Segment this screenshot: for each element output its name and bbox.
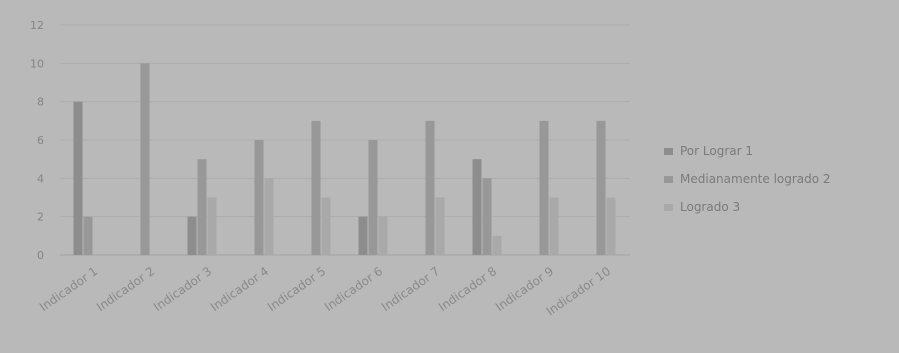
gridlines — [60, 24, 630, 256]
bar-2-10 — [596, 120, 606, 255]
y-tick-label: 4 — [37, 172, 44, 185]
y-tick-label: 12 — [30, 19, 44, 32]
bar-1-8 — [472, 159, 482, 255]
bar-3-6 — [378, 216, 388, 255]
y-axis-tick-labels: 0 2 4 6 8 10 12 — [30, 19, 44, 262]
bar-3-3 — [207, 197, 217, 255]
bar-2-9 — [539, 120, 549, 255]
legend-swatch — [664, 148, 673, 155]
bar-2-5 — [311, 120, 321, 255]
legend-label: Logrado 3 — [680, 200, 740, 214]
y-tick-label: 2 — [37, 211, 44, 224]
bar-1-3 — [187, 216, 197, 255]
y-tick-label: 10 — [30, 57, 44, 70]
y-tick-label: 6 — [37, 134, 44, 147]
bar-2-3 — [197, 159, 207, 255]
legend-swatch — [664, 176, 673, 183]
bar-3-5 — [321, 197, 331, 255]
bar-2-2 — [140, 63, 150, 256]
bar-2-1 — [83, 216, 93, 255]
bar-2-4 — [254, 140, 264, 255]
bar-3-9 — [549, 197, 559, 255]
bar-3-10 — [606, 197, 616, 255]
legend: Por Lograr 1 Medianamente logrado 2 Lograd… — [664, 144, 831, 214]
bar-1-1 — [73, 101, 83, 256]
legend-swatch — [664, 204, 673, 211]
legend-label: Por Lograr 1 — [680, 144, 753, 158]
bar-1-6 — [358, 216, 368, 255]
bar-2-7 — [425, 120, 435, 255]
bar-2-6 — [368, 140, 378, 255]
bar-2-8 — [482, 178, 492, 255]
y-tick-label: 0 — [37, 249, 44, 262]
bars — [73, 63, 616, 256]
bar-3-8 — [492, 235, 502, 255]
y-tick-label: 8 — [37, 96, 44, 109]
bar-3-4 — [264, 178, 274, 255]
bar-3-7 — [435, 197, 445, 255]
legend-label: Medianamente logrado 2 — [680, 172, 831, 186]
